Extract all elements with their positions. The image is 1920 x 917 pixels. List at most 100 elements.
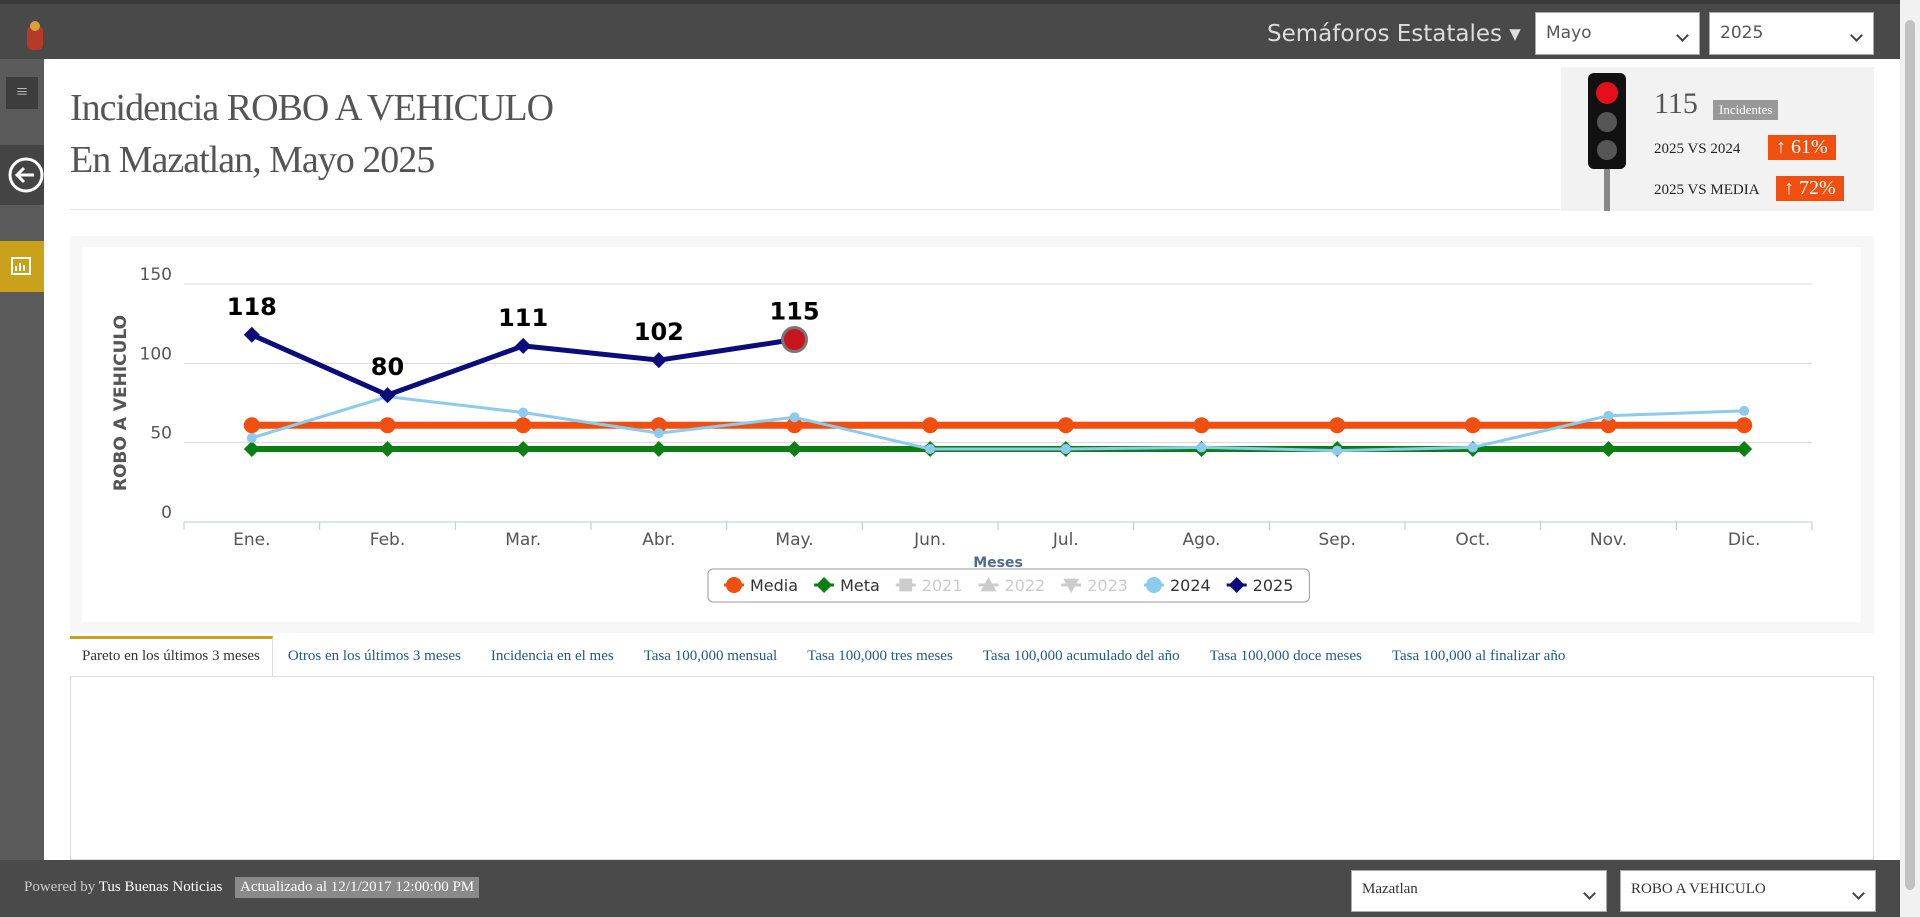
data-label: 115 [769, 298, 819, 326]
powered-text: Powered by [24, 879, 96, 895]
legend-label: 2022 [1005, 576, 1046, 595]
data-label: 118 [227, 293, 277, 321]
marker [1600, 417, 1617, 434]
legend-label: 2024 [1170, 576, 1211, 595]
tab[interactable]: Incidencia en el mes [490, 648, 614, 664]
marker [1600, 441, 1617, 458]
chart-button[interactable] [0, 241, 44, 292]
marker [1464, 417, 1481, 434]
marker [1228, 577, 1245, 593]
scrollbar [1900, 0, 1920, 917]
crime-select[interactable]: ROBO A VEHICULO [1620, 870, 1876, 912]
traffic-light [1588, 73, 1626, 211]
x-tick-label: Ene. [233, 530, 270, 550]
tab[interactable]: Tasa 100,000 tres meses [807, 648, 953, 664]
marker [1145, 577, 1162, 593]
nav-text[interactable]: Semáforos Estatales [1267, 21, 1502, 47]
tab[interactable]: Pareto en los últimos 3 meses [70, 636, 273, 676]
data-label: 111 [498, 304, 548, 332]
tab[interactable]: Tasa 100,000 al finalizar año [1391, 648, 1566, 664]
marker [650, 417, 667, 434]
tab[interactable]: Tasa 100,000 doce meses [1209, 648, 1362, 664]
marker [1332, 445, 1343, 456]
nav-menu[interactable]: Semáforos Estatales ▾ [1267, 21, 1521, 47]
y-tick-label: 0 [161, 503, 172, 523]
marker [786, 441, 803, 458]
page-title: Incidencia ROBO A VEHICULO En Mazatlan, … [70, 86, 554, 182]
x-tick-label: Oct. [1455, 530, 1490, 550]
powered: Powered by Tus Buenas Noticias [24, 879, 222, 896]
x-tick-label: Mar. [505, 530, 541, 550]
marker [518, 407, 529, 418]
marker [1057, 417, 1074, 434]
legend: Media Meta 2021 2022 2023 2024 2025 [707, 568, 1310, 603]
marker [726, 577, 742, 593]
back-button[interactable] [0, 145, 44, 205]
data-label: 80 [371, 353, 404, 381]
title-line: En Mazatlan, Mayo 2025 [70, 139, 435, 181]
top-bar: Semáforos Estatales ▾ Mayo 2025 [0, 0, 1900, 59]
x-tick-label: Feb. [370, 530, 406, 550]
marker [379, 441, 396, 458]
x-tick-label: Sep. [1318, 530, 1355, 550]
y-axis-label: ROBO A VEHICULO [111, 315, 131, 491]
tab-bar: Pareto en los últimos 3 meses Otros en lo… [70, 636, 1874, 677]
marker [789, 412, 800, 423]
tab[interactable]: Otros en los últimos 3 meses [287, 648, 461, 664]
marker [243, 417, 260, 434]
updated: Actualizado al 12/1/2017 12:00:00 PM [235, 877, 480, 898]
marker [246, 432, 257, 443]
place-select[interactable]: Mazatlan [1351, 870, 1607, 912]
month-select[interactable]: Mayo [1535, 12, 1700, 55]
stats-box: 115 Incidentes 2025 VS 2024 ↑ 61% 2025 V… [1561, 67, 1874, 211]
stat-unit: Incidentes [1713, 100, 1779, 120]
marker [1196, 442, 1207, 453]
tab[interactable]: Tasa 100,000 acumulado del año [982, 648, 1180, 664]
x-axis-label: Meses [973, 555, 1023, 571]
marker [1739, 405, 1750, 416]
marker [650, 352, 667, 369]
marker [515, 417, 532, 434]
compare-value: ↑ 72% [1776, 176, 1844, 201]
marker [899, 578, 913, 592]
tab[interactable]: Tasa 100,000 mensual [643, 648, 778, 664]
menu-button[interactable]: ≡ [6, 77, 38, 109]
marker [922, 417, 939, 434]
compare-label: 2025 VS MEDIA [1654, 182, 1760, 198]
marker [379, 417, 396, 434]
series-line [251, 395, 1745, 453]
y-tick-label: 50 [150, 424, 172, 444]
x-tick-label: Jul. [1052, 530, 1079, 550]
legend-label: Meta [840, 576, 880, 595]
marker [1329, 417, 1346, 434]
title-line: Incidencia ROBO A VEHICULO [70, 87, 554, 129]
compare-label: 2025 VS 2024 [1654, 141, 1741, 157]
divider [70, 209, 1560, 210]
chart: 0 50 100 150 Ene. Feb. Mar. Abr. May. Jun. Jul. Ago… [82, 247, 1861, 622]
marker [786, 417, 803, 434]
legend-box [707, 568, 1310, 603]
marker [1193, 417, 1210, 434]
tab-content [70, 676, 1874, 860]
data-label: 102 [634, 318, 684, 346]
marker [243, 326, 260, 343]
marker [925, 444, 936, 455]
x-tick-label: Ago. [1183, 530, 1221, 550]
legend-label: Media [750, 576, 798, 595]
year-select[interactable]: 2025 [1709, 12, 1874, 55]
x-tick-label: Nov. [1590, 530, 1627, 550]
compare-value: ↑ 61% [1768, 135, 1836, 160]
x-tick-label: May. [775, 530, 813, 550]
y-tick-label: 100 [140, 344, 172, 364]
stat-value: 115 [1654, 87, 1698, 120]
marker [515, 441, 532, 458]
x-tick-label: Jun. [913, 530, 946, 550]
marker [653, 428, 664, 439]
marker [980, 577, 997, 592]
marker [515, 337, 532, 354]
compare-text: 61% [1791, 136, 1828, 158]
legend-label: 2023 [1087, 576, 1128, 595]
brand-link[interactable]: Tus Buenas Noticias [98, 879, 223, 895]
marker [1736, 441, 1753, 458]
x-tick-label: Abr. [642, 530, 675, 550]
